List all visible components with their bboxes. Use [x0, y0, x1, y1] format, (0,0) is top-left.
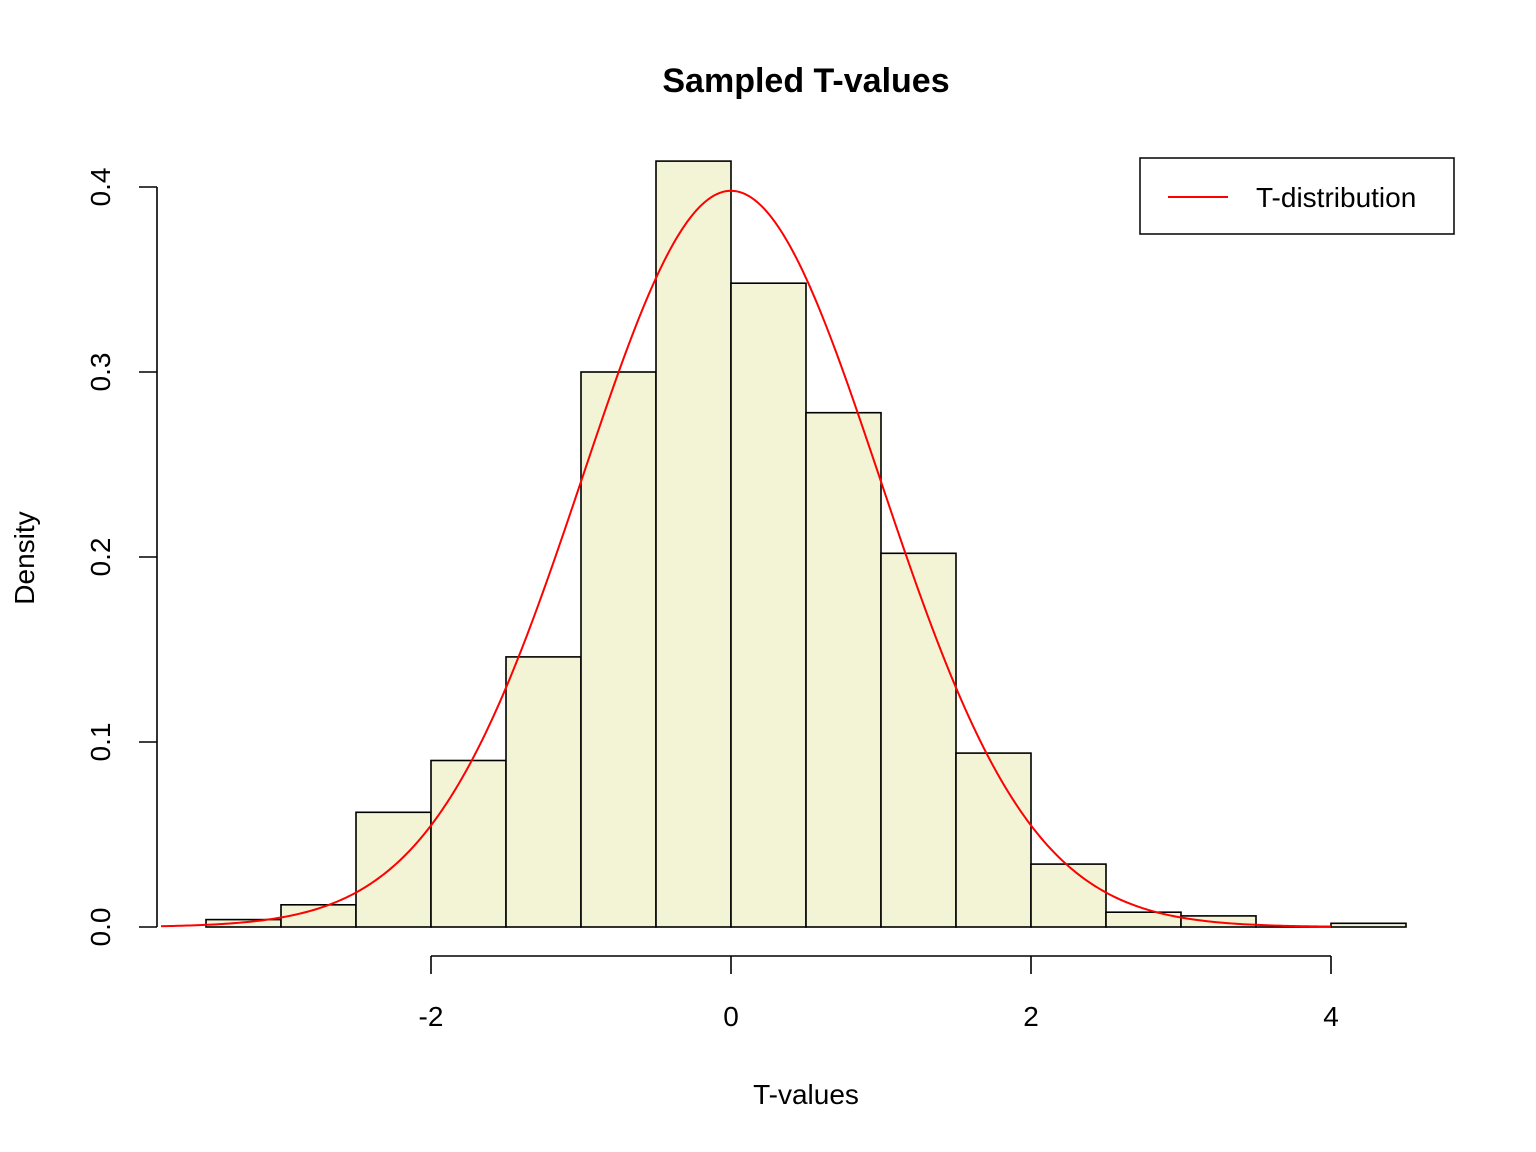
histogram-bar-6	[655, 160, 732, 928]
histogram-bars	[205, 160, 1407, 928]
histogram-bar-4	[505, 656, 582, 928]
y-tick-label-1: 0.1	[85, 723, 116, 762]
t-distribution-curve	[160, 189, 1332, 928]
histogram-bar-10	[955, 752, 1032, 928]
y-axis-label: Density	[9, 511, 40, 604]
chart-title: Sampled T-values	[662, 62, 949, 100]
legend-label: T-distribution	[1256, 182, 1416, 213]
histogram-bar-9	[880, 552, 957, 928]
x-tick-label-3: 4	[1323, 1001, 1339, 1032]
histogram-bar-3	[430, 759, 507, 928]
x-axis: -2 0 2 4	[419, 955, 1339, 1032]
x-tick-label-2: 2	[1023, 1001, 1039, 1032]
histogram-bar-11	[1030, 863, 1107, 928]
y-tick-label-2: 0.2	[85, 538, 116, 577]
histogram-bar-7	[730, 282, 807, 928]
y-tick-label-4: 0.4	[85, 168, 116, 207]
x-tick-label-0: -2	[419, 1001, 444, 1032]
histogram-bar-5	[580, 371, 657, 928]
x-tick-label-1: 0	[723, 1001, 739, 1032]
histogram-bar-8	[805, 411, 882, 928]
histogram-bar-2	[355, 811, 432, 928]
y-axis: 0.0 0.1 0.2 0.3 0.4	[85, 168, 158, 947]
y-tick-label-3: 0.3	[85, 353, 116, 392]
histogram-bar-15	[1330, 922, 1407, 928]
legend: T-distribution	[1139, 157, 1455, 235]
x-axis-label: T-values	[753, 1079, 859, 1110]
y-tick-label-0: 0.0	[85, 908, 116, 947]
